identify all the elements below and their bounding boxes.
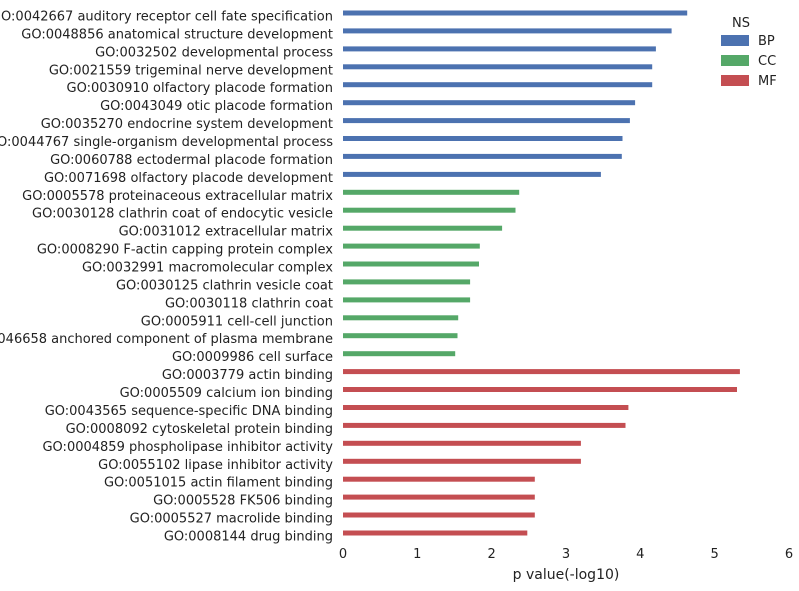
x-tick-label: 3 (562, 547, 570, 562)
category-label: GO:0008092 cytoskeletal protein binding (66, 422, 333, 437)
category-label: GO:0004859 phospholipase inhibitor activ… (42, 440, 333, 455)
category-label: GO:0030910 olfactory placode formation (67, 81, 333, 96)
legend: NS BP CC MF (721, 16, 777, 89)
category-label: GO:0008144 drug binding (164, 530, 333, 545)
bar-bp (343, 136, 623, 141)
bar-cc (343, 189, 520, 195)
x-tick-label: 1 (413, 547, 421, 562)
bar-mf (343, 494, 535, 500)
category-label: GO:0043049 otic placode formation (100, 99, 333, 114)
category-label: GO:0030125 clathrin vesicle coat (116, 278, 333, 293)
x-tick-label: 4 (636, 547, 644, 562)
bar-bp (343, 10, 688, 16)
category-label: GO:0021559 trigeminal nerve development (49, 63, 333, 78)
bar-bp (343, 153, 622, 159)
legend-label-mf: MF (758, 74, 777, 89)
category-label: GO:0046658 anchored component of plasma … (0, 332, 333, 347)
bar-mf (343, 387, 737, 392)
category-label: GO:0060788 ectodermal placode formation (50, 153, 333, 168)
bar-bp (343, 171, 601, 177)
legend-swatch-bp (721, 35, 749, 46)
category-label: GO:0005509 calcium ion binding (120, 386, 333, 401)
x-tick-label: 6 (785, 547, 793, 562)
bars-layer (343, 10, 740, 536)
bar-mf (343, 530, 528, 536)
category-label: GO:0005527 macrolide binding (130, 512, 333, 527)
category-label: GO:0071698 olfactory placode development (44, 171, 333, 186)
category-label: GO:0005911 cell-cell junction (141, 314, 333, 329)
x-tick-label: 2 (488, 547, 496, 562)
category-label: GO:0032502 developmental process (95, 45, 333, 60)
category-label: GO:0030128 clathrin coat of endocytic ve… (32, 207, 333, 222)
bar-bp (343, 100, 636, 106)
bar-cc (343, 225, 503, 231)
bar-cc (343, 243, 480, 249)
x-axis-label: p value(-log10) (513, 567, 620, 583)
bar-mf (343, 422, 626, 428)
category-label: GO:0008290 F-actin capping protein compl… (37, 243, 333, 258)
bar-mf (343, 458, 581, 464)
legend-swatch-cc (721, 55, 749, 66)
legend-swatch-mf (721, 75, 749, 86)
category-label: GO:0035270 endocrine system development (41, 117, 333, 132)
bar-mf (343, 369, 740, 375)
x-tick-label: 0 (339, 547, 347, 562)
category-label: GO:0009986 cell surface (172, 350, 333, 365)
bar-mf (343, 476, 535, 482)
category-label: GO:0042667 auditory receptor cell fate s… (0, 10, 333, 25)
bar-cc (343, 315, 459, 321)
category-label: GO:0031012 extracellular matrix (119, 225, 334, 240)
bar-mf (343, 405, 629, 410)
category-label: GO:0005528 FK506 binding (153, 494, 333, 509)
x-axis: 0 1 2 3 4 5 6 (339, 547, 793, 562)
category-label: GO:0043565 sequence-specific DNA binding (45, 404, 333, 419)
bar-bp (343, 64, 653, 70)
legend-label-cc: CC (758, 54, 776, 69)
bar-mf (343, 512, 535, 518)
legend-label-bp: BP (758, 34, 775, 49)
category-label: GO:0003779 actin binding (162, 368, 333, 383)
category-label: GO:0051015 actin filament binding (104, 476, 333, 491)
bar-cc (343, 351, 456, 357)
x-tick-label: 5 (711, 547, 719, 562)
category-label: GO:0048856 anatomical structure developm… (21, 27, 333, 42)
category-label: GO:0005578 proteinaceous extracellular m… (22, 189, 333, 204)
bar-cc (343, 261, 479, 267)
category-label: GO:0030118 clathrin coat (165, 296, 333, 311)
bar-cc (343, 279, 471, 285)
bar-bp (343, 28, 672, 34)
bar-bp (343, 46, 656, 52)
legend-title: NS (732, 16, 750, 31)
category-label: GO:0032991 macromolecular complex (82, 261, 333, 276)
bar-bp (343, 118, 630, 124)
category-label: GO:0055102 lipase inhibitor activity (98, 458, 333, 473)
bar-cc (343, 207, 516, 213)
category-labels: GO:0042667 auditory receptor cell fate s… (0, 10, 333, 545)
bar-cc (343, 297, 471, 303)
bar-mf (343, 440, 581, 446)
bar-bp (343, 82, 653, 88)
category-label: GO:0044767 single-organism developmental… (0, 135, 333, 150)
bar-cc (343, 333, 458, 339)
